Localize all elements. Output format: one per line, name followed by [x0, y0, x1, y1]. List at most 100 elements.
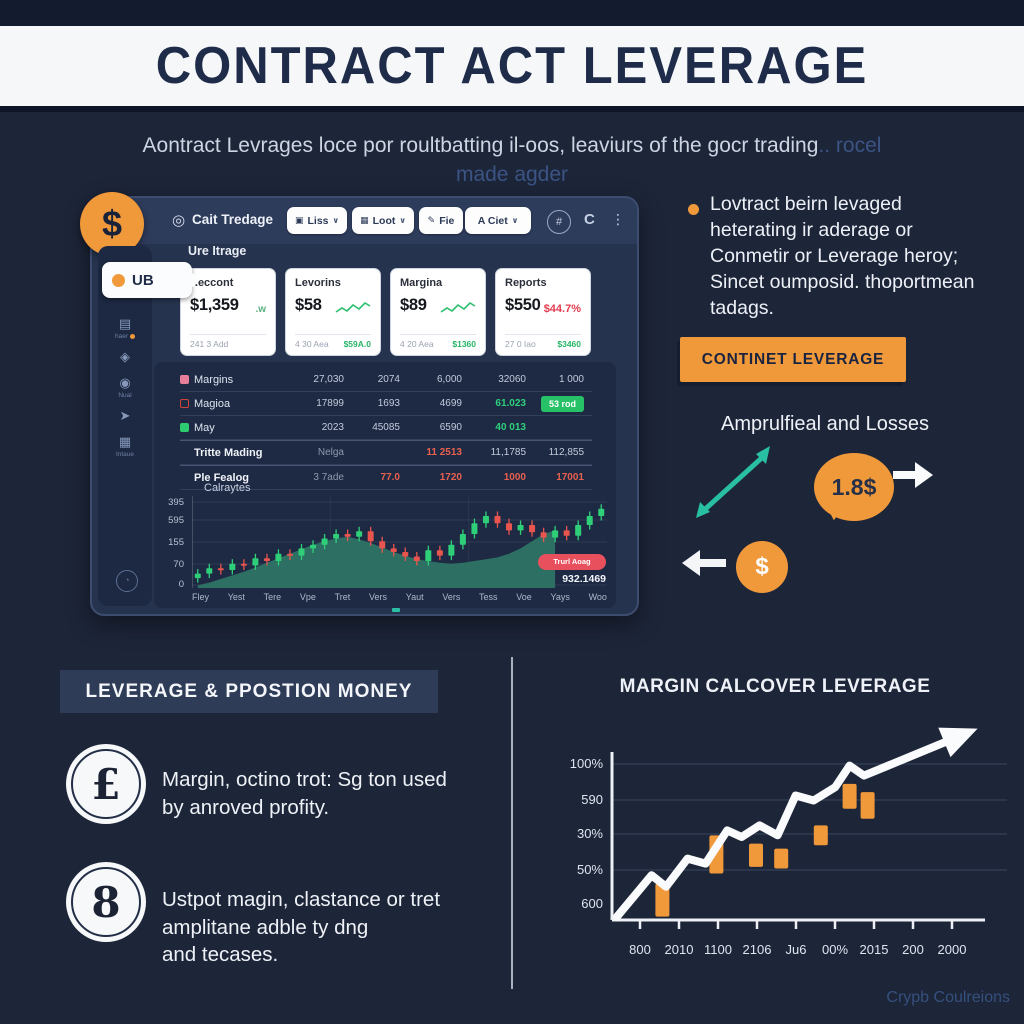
y-tick-label: 395	[168, 497, 184, 508]
x-tick-label: Tess	[479, 592, 498, 602]
row-label: Ple Fealog	[194, 471, 250, 484]
table-row: Tritte Mading Nelga 11 2513 11,1785 112,855	[180, 440, 592, 465]
chevron-down-icon: ∨	[399, 216, 406, 225]
stat-card-footer: 4 30 Aea $59A.0	[295, 334, 371, 349]
dashboard-sidebar	[98, 246, 152, 606]
stat-value-row: $58	[295, 296, 371, 315]
subtitle-line2: made agder	[455, 163, 569, 186]
sidebar-item-haer[interactable]: ▤ haer	[115, 316, 135, 340]
pill-label: Fie	[439, 214, 455, 227]
candle-body	[298, 548, 305, 556]
table-cell: 40 013	[495, 422, 526, 433]
x-tick-label: Voe	[516, 592, 532, 602]
sidebar-item-icon3[interactable]: ➤	[120, 408, 131, 425]
table-cell: 27,030	[313, 374, 344, 385]
candle-body	[402, 552, 409, 557]
subtitle-main: Aontract Levrages loce por roultbatting …	[142, 134, 819, 157]
arrow-right-icon	[893, 462, 933, 488]
chart-title: Calraytes	[204, 482, 251, 494]
sidebar-item-label: Nual	[118, 392, 132, 399]
red-swatch-icon	[180, 399, 189, 408]
sidebar-item-label: haer	[115, 333, 135, 340]
table-row: Margins 27,030 2074 6,000 32060 1 000	[180, 368, 592, 392]
stat-card-title: Margina	[400, 277, 443, 289]
bullet-dot-icon	[688, 204, 699, 215]
coin-dot-icon	[112, 273, 125, 287]
stat-delta: $44.7%	[543, 303, 581, 315]
candlestick-chart	[192, 496, 607, 588]
x-tick-label: Vpe	[299, 592, 316, 602]
candle-body	[286, 553, 293, 556]
sidebar-item-Intaue[interactable]: ▦ Intaue	[116, 434, 134, 458]
x-tick-label: Yaut	[405, 592, 424, 602]
candle-body	[529, 525, 536, 533]
row-label: Tritte Mading	[194, 446, 263, 459]
candle-body	[206, 568, 213, 574]
y-tick-label: 70	[173, 559, 184, 570]
sidebar-item-icon1[interactable]: ◈	[120, 349, 130, 366]
candle-body	[425, 550, 432, 561]
growth-bar	[813, 825, 828, 846]
topbar-pill-loot[interactable]: ▦ Loot ∨	[352, 207, 414, 234]
refresh-icon[interactable]: C	[584, 211, 595, 228]
footer-right: $3460	[557, 339, 581, 349]
y-tick-label: 155	[168, 537, 184, 548]
topbar-pill-a-ciet[interactable]: A Ciet ∨	[465, 207, 531, 234]
green-swatch-icon	[180, 423, 189, 432]
x-tick-label: 2010	[665, 942, 694, 957]
globe-icon: ◉	[119, 375, 131, 390]
candle-body	[367, 531, 374, 542]
candle-body	[448, 544, 455, 556]
trading-dashboard: $ ◎ Cait Tredage ▣ Liss ∨ ▦ Loot ∨ ✎ Fie A Ciet ∨…	[80, 192, 639, 616]
candle-body	[344, 534, 351, 537]
growth-bar	[842, 783, 857, 809]
margin-growth-chart: 100% 590 30% 50% 600 800 2010 1100 2106 Ju6 00% 201…	[570, 727, 1007, 957]
topbar-pill-fie[interactable]: ✎ Fie	[419, 207, 463, 234]
hash-circle-icon[interactable]: #	[547, 210, 571, 234]
subtitle-line1: Aontract Levrages loce por roultbatting …	[0, 134, 1024, 158]
sidebar-item-Nual[interactable]: ◉ Nual	[118, 375, 131, 399]
mini-chart-y-axis: 395 595 155 70 0	[152, 198, 188, 614]
table-cell: 2023	[321, 422, 344, 433]
x-tick-label: 200	[902, 942, 924, 957]
table-cell: 6590	[439, 422, 462, 433]
y-tick-label: 30%	[577, 826, 603, 841]
chart-alert-button[interactable]: Trurl Aoag	[538, 554, 606, 570]
candle-body	[321, 538, 328, 545]
growth-bar	[655, 883, 670, 917]
table-cell: 4699	[439, 398, 462, 409]
dollar-badge-icon: $	[80, 192, 144, 256]
table-cell: 32060	[498, 374, 526, 385]
candle-body	[586, 516, 593, 525]
table-cell: 3 7ade	[313, 472, 344, 483]
teal-marker	[392, 608, 400, 612]
stat-card-title: Reccont	[190, 277, 234, 289]
stat-card-title: Levorins	[295, 277, 341, 289]
globe-icon: ◎	[172, 212, 186, 229]
bottom-right-header: MARGIN CALCOVER LEVERAGE	[619, 676, 931, 697]
row-action-button[interactable]: 53 rod	[540, 395, 584, 412]
candle-body	[240, 563, 247, 566]
chevron-down-icon: ∨	[332, 216, 340, 225]
x-tick-label: 800	[629, 942, 651, 957]
table-cell: 1000	[503, 472, 526, 483]
clock-icon[interactable]: ◔	[116, 570, 138, 592]
kebab-menu-icon[interactable]: ⋮	[611, 211, 625, 227]
table-row: May 2023 45085 6590 40 013	[180, 416, 592, 440]
sparkline-icon	[335, 301, 371, 313]
dollar-coin-icon: $	[736, 541, 788, 593]
growth-bar	[774, 848, 789, 869]
candle-body	[482, 516, 489, 524]
sidebar-items: ▤ haer ◈ ◉ Nual ➤ ▦ Intaue	[98, 316, 152, 458]
topbar-pill-liss[interactable]: ▣ Liss ∨	[287, 207, 347, 234]
amplified-losses-label: Amprulfieal and Losses	[721, 413, 929, 435]
y-tick-label: 595	[168, 515, 184, 526]
table-cell: 61.023	[495, 398, 526, 409]
chart-alert-value: 932.1469	[562, 573, 606, 585]
continet-leverage-button[interactable]: CONTINET LEVERAGE	[680, 337, 906, 382]
y-tick-label: 590	[581, 792, 603, 807]
calendar-icon: ▦	[360, 215, 369, 225]
x-tick-label: Vers	[369, 592, 388, 602]
sidebar-active-item[interactable]: UB	[102, 262, 192, 298]
